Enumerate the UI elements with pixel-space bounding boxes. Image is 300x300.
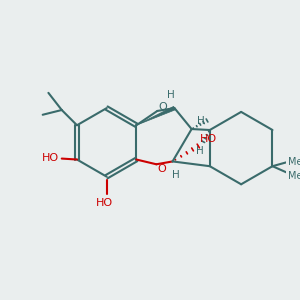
Text: HO: HO [96,198,113,208]
Text: H: H [167,90,175,100]
Text: Me: Me [288,158,300,167]
Text: O: O [159,102,167,112]
Polygon shape [136,106,175,125]
Text: H: H [172,170,180,180]
Text: H: H [196,146,204,156]
Text: HO: HO [200,134,217,144]
Text: O: O [158,164,167,174]
Text: H: H [197,116,205,126]
Text: HO: HO [42,153,59,163]
Text: Me: Me [288,171,300,181]
